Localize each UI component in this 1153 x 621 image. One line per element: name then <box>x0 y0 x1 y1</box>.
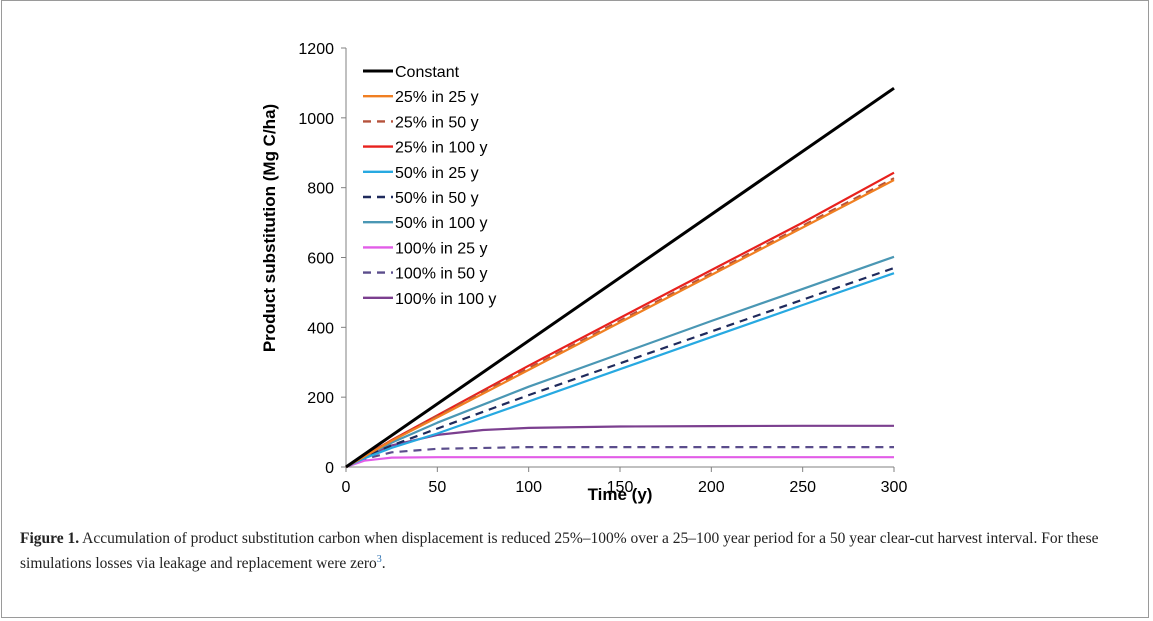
x-tick-label: 50 <box>428 479 446 496</box>
series-line-6 <box>345 266 895 468</box>
legend-entry: 50% in 50 y <box>395 190 479 207</box>
series-line-8 <box>345 456 894 469</box>
caption-label: Figure 1. <box>20 530 80 547</box>
chart-axes <box>345 48 894 468</box>
legend-entry: 25% in 50 y <box>395 114 479 131</box>
x-tick-label: 300 <box>881 479 908 496</box>
legend-entry: 100% in 100 y <box>395 291 496 308</box>
y-tick-label: 600 <box>307 251 334 268</box>
series-line-1 <box>345 86 895 469</box>
legend-entry: 25% in 25 y <box>395 89 479 106</box>
series-line-5 <box>345 272 895 468</box>
legend-entry: 50% in 100 y <box>395 215 488 232</box>
x-tick-label: 150 <box>607 479 634 496</box>
x-tick-label: 100 <box>515 479 542 496</box>
y-axis-label: Product substitution (Mg C/ha) <box>260 104 279 352</box>
legend-entry: 100% in 25 y <box>395 240 488 257</box>
legend-entry: 25% in 100 y <box>395 140 488 157</box>
legend-entry: 100% in 50 y <box>395 266 488 283</box>
y-tick-label: 1200 <box>298 41 334 58</box>
legend-entry: 50% in 25 y <box>395 165 479 182</box>
caption-end: . <box>381 555 386 573</box>
y-tick-label: 400 <box>307 320 334 337</box>
chart-series-lines <box>345 86 895 469</box>
y-tick-label: 1000 <box>298 111 334 128</box>
x-tick-label: 0 <box>342 479 351 496</box>
caption-footnote-ref[interactable]: 3 <box>376 554 382 565</box>
series-line-9 <box>345 446 894 469</box>
y-tick-label: 0 <box>325 460 334 477</box>
x-tick-label: 200 <box>698 479 725 496</box>
chart-legend: Constant 25% in 25 y 25% in 50 y 25% in 100… <box>363 64 496 308</box>
y-tick-label: 800 <box>307 181 334 198</box>
series-line-2 <box>345 179 895 468</box>
legend-entry: Constant <box>395 64 460 81</box>
caption-text: Accumulation of product substitution car… <box>20 530 1099 573</box>
x-axis-label: Time (y) <box>588 485 653 504</box>
y-tick-label: 200 <box>307 390 334 407</box>
figure-caption: Figure 1. Accumulation of product substi… <box>20 528 1130 574</box>
x-tick-label: 250 <box>789 479 816 496</box>
chart-ticks: 0 200 400 600 800 1000 1200 0 50 100 150 200 250 300 <box>298 41 907 496</box>
